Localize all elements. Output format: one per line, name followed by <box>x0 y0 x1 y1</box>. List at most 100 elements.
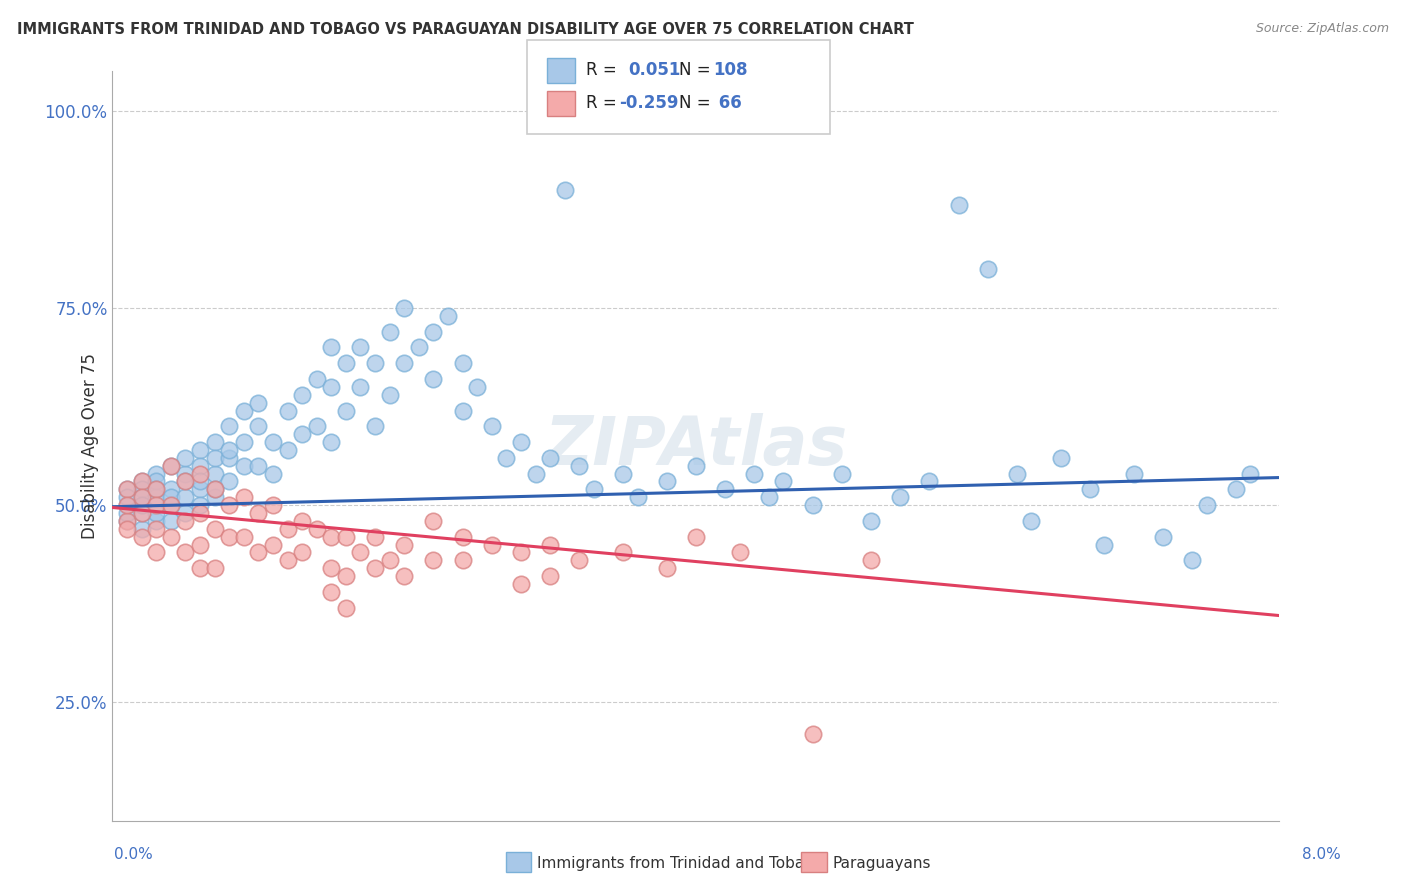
Text: 108: 108 <box>713 62 748 79</box>
Point <box>218 450 240 465</box>
Point <box>742 467 765 481</box>
Point <box>948 198 970 212</box>
Point <box>655 475 678 489</box>
Point <box>115 498 138 512</box>
Point <box>131 498 153 512</box>
Point <box>437 309 460 323</box>
Point <box>204 467 226 481</box>
Point <box>115 483 138 497</box>
Point <box>232 530 254 544</box>
Point <box>276 553 298 567</box>
Point <box>1078 483 1101 497</box>
Point <box>612 467 634 481</box>
Point <box>188 506 211 520</box>
Point <box>509 435 531 450</box>
Point <box>509 577 531 591</box>
Point <box>145 506 167 520</box>
Point <box>394 356 416 370</box>
Point <box>612 545 634 559</box>
Point <box>232 403 254 417</box>
Point <box>1152 530 1174 544</box>
Point <box>276 522 298 536</box>
Point <box>685 530 707 544</box>
Point <box>481 419 503 434</box>
Point <box>305 419 328 434</box>
Point <box>394 538 416 552</box>
Point <box>262 467 284 481</box>
Point <box>538 538 561 552</box>
Point <box>378 553 401 567</box>
Point <box>160 483 183 497</box>
Point <box>772 475 794 489</box>
Point <box>859 514 883 528</box>
Point <box>174 490 197 504</box>
Point <box>714 483 737 497</box>
Point <box>554 183 576 197</box>
Point <box>160 498 183 512</box>
Text: R =: R = <box>586 95 623 112</box>
Point <box>349 545 371 559</box>
Point <box>145 514 167 528</box>
Point <box>145 483 167 497</box>
Point <box>305 522 328 536</box>
Point <box>131 490 153 504</box>
Y-axis label: Disability Age Over 75: Disability Age Over 75 <box>80 353 98 539</box>
Point <box>291 388 314 402</box>
Point <box>232 458 254 473</box>
Point <box>131 490 153 504</box>
Point <box>582 483 605 497</box>
Point <box>276 403 298 417</box>
Point <box>321 530 343 544</box>
Point <box>160 530 183 544</box>
Point <box>115 514 138 528</box>
Point <box>422 372 444 386</box>
Point <box>465 380 488 394</box>
Point <box>145 522 167 536</box>
Point <box>321 435 343 450</box>
Point <box>145 545 167 559</box>
Point <box>218 419 240 434</box>
Point <box>728 545 751 559</box>
Point <box>335 403 357 417</box>
Point <box>218 442 240 457</box>
Point <box>204 450 226 465</box>
Point <box>321 340 343 354</box>
Point <box>188 442 211 457</box>
Point <box>204 490 226 504</box>
Point <box>115 498 138 512</box>
Point <box>160 490 183 504</box>
Point <box>378 325 401 339</box>
Point <box>131 498 153 512</box>
Point <box>188 561 211 575</box>
Point <box>335 600 357 615</box>
Point <box>291 545 314 559</box>
Point <box>174 467 197 481</box>
Point <box>145 467 167 481</box>
Text: IMMIGRANTS FROM TRINIDAD AND TOBAGO VS PARAGUAYAN DISABILITY AGE OVER 75 CORRELA: IMMIGRANTS FROM TRINIDAD AND TOBAGO VS P… <box>17 22 914 37</box>
Point <box>918 475 941 489</box>
Point <box>131 475 153 489</box>
Point <box>349 340 371 354</box>
Point <box>218 530 240 544</box>
Point <box>1094 538 1116 552</box>
Point <box>335 569 357 583</box>
Point <box>145 490 167 504</box>
Point <box>232 435 254 450</box>
Point <box>538 450 561 465</box>
Point <box>276 442 298 457</box>
Point <box>160 498 183 512</box>
Point <box>188 467 211 481</box>
Point <box>349 380 371 394</box>
Point <box>131 530 153 544</box>
Point <box>422 514 444 528</box>
Point <box>685 458 707 473</box>
Point <box>394 569 416 583</box>
Point <box>247 458 270 473</box>
Point <box>538 569 561 583</box>
Point <box>801 727 824 741</box>
Point <box>262 498 284 512</box>
Point <box>568 553 591 567</box>
Text: Immigrants from Trinidad and Tobago: Immigrants from Trinidad and Tobago <box>537 856 824 871</box>
Point <box>321 585 343 599</box>
Point <box>1122 467 1144 481</box>
